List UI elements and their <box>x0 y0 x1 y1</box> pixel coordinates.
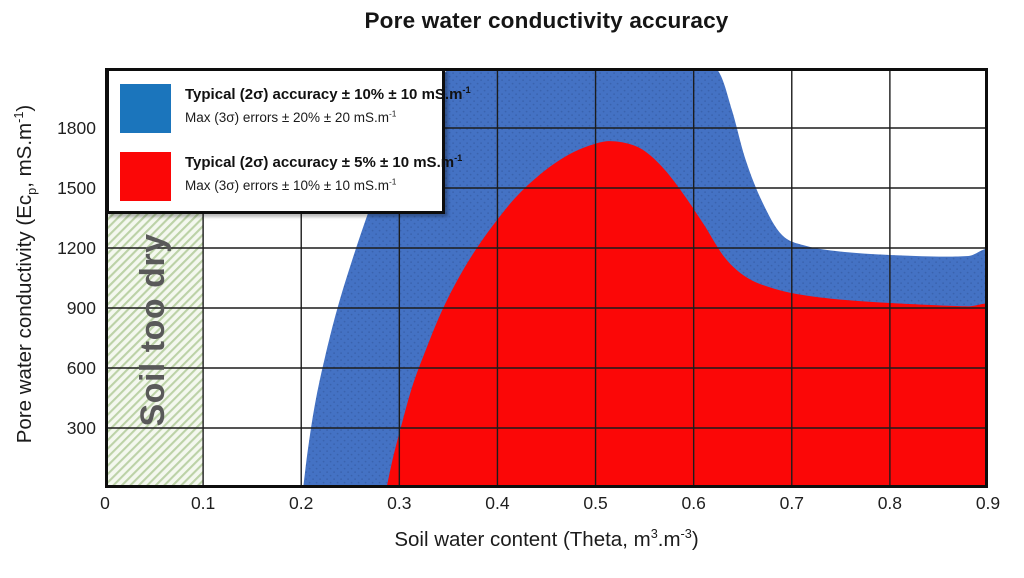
legend-subtitle-red: Max (3σ) errors ± 10% ± 10 mS.m-1 <box>185 176 397 193</box>
y-tick-label: 300 <box>66 418 96 438</box>
legend-item-red: Typical (2σ) accuracy ± 5% ± 10 mS.m-1 M… <box>120 152 462 201</box>
plot-area: Soil too dry Typical (2σ) accuracy ± 10%… <box>105 68 988 488</box>
legend-subtitle-blue: Max (3σ) errors ± 20% ± 20 mS.m-1 <box>185 108 397 125</box>
plot-svg: Soil too dry <box>105 68 988 488</box>
y-tick-label: 1200 <box>57 238 96 258</box>
x-tick-label: 0.9 <box>975 493 1001 513</box>
x-tick-label: 0 <box>100 493 110 513</box>
x-tick-label: 0.4 <box>485 493 510 513</box>
y-tick-label: 600 <box>66 358 96 378</box>
gridlines <box>105 68 988 488</box>
red-accuracy-region <box>386 141 988 488</box>
y-tick-label: 900 <box>66 298 96 318</box>
legend-swatch-blue <box>120 84 171 133</box>
legend: Typical (2σ) accuracy ± 10% ± 10 mS.m-1 … <box>106 68 471 214</box>
x-tick-label: 0.6 <box>681 493 706 513</box>
x-tick-label: 0.1 <box>190 493 216 513</box>
legend-title-blue: Typical (2σ) accuracy ± 10% ± 10 mS.m-1 <box>185 85 471 103</box>
plot-border <box>105 68 988 488</box>
legend-title-red: Typical (2σ) accuracy ± 5% ± 10 mS.m-1 <box>185 153 463 171</box>
x-axis-title: Soil water content (Theta, m3.m-3) <box>394 526 699 551</box>
chart-title: Pore water conductivity accuracy <box>364 8 729 33</box>
x-tick-label: 0.8 <box>877 493 903 513</box>
y-tick-label: 1800 <box>57 118 96 138</box>
y-axis-title: Pore water conductivity (Ecp, mS.m-1) <box>11 104 40 444</box>
legend-swatch-red <box>120 152 171 201</box>
x-tick-label: 0.2 <box>289 493 314 513</box>
x-tick-label: 0.7 <box>779 493 804 513</box>
y-tick-label: 1500 <box>57 178 96 198</box>
soil-too-dry-label: Soil too dry <box>134 234 172 427</box>
legend-item-blue: Typical (2σ) accuracy ± 10% ± 10 mS.m-1 … <box>120 84 471 133</box>
x-tick-label: 0.5 <box>583 493 608 513</box>
x-tick-label: 0.3 <box>387 493 412 513</box>
